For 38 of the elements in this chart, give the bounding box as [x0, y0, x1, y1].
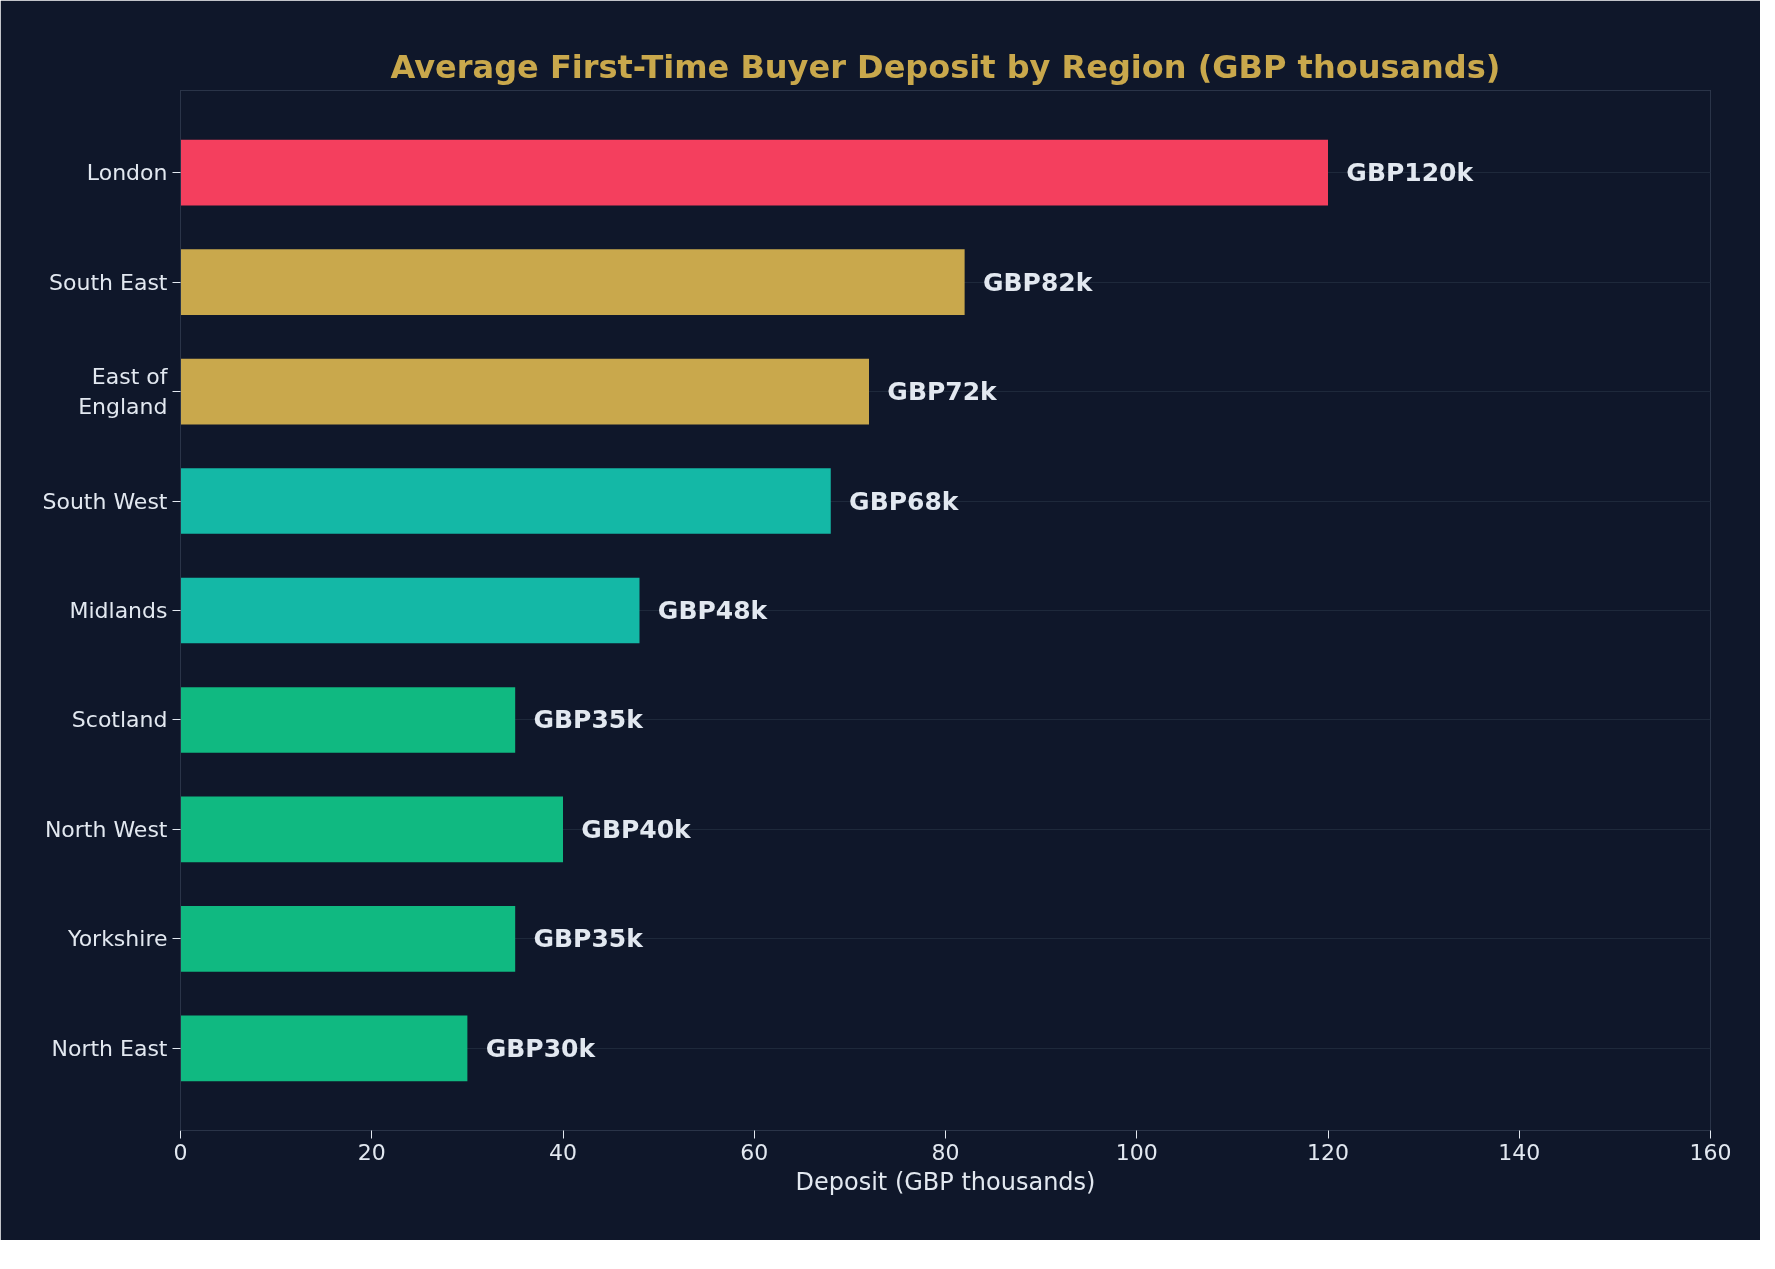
bar	[180, 1015, 468, 1082]
x-tick-label: 0	[173, 1139, 188, 1165]
x-tick-label: 80	[931, 1139, 960, 1165]
y-tick-label: Yorkshire	[67, 926, 168, 952]
bar	[180, 468, 831, 534]
x-tick-label: 20	[357, 1139, 386, 1165]
x-tick-label: 40	[549, 1139, 577, 1165]
data-label: GBP35k	[533, 924, 645, 954]
data-label: GBP82k	[982, 267, 1094, 297]
bar	[180, 687, 516, 753]
bar	[180, 577, 640, 644]
bar	[180, 796, 563, 863]
x-tick-label: 60	[740, 1139, 769, 1165]
x-axis-title: Deposit (GBP thousands)	[795, 1167, 1096, 1196]
data-label: GBP30k	[485, 1033, 597, 1063]
data-label: GBP40k	[581, 814, 693, 844]
data-label: GBP35k	[533, 705, 645, 735]
bar	[180, 249, 965, 315]
x-tick-label: 160	[1689, 1139, 1732, 1165]
chart-title: Average First-Time Buyer Deposit by Region (GBP thousands)	[390, 47, 1501, 86]
bar	[180, 906, 516, 972]
y-tick-label: Scotland	[71, 707, 168, 733]
y-tick-label: London	[86, 160, 168, 186]
data-label: GBP120k	[1346, 158, 1475, 188]
y-tick-label: North East	[51, 1035, 168, 1061]
x-tick-label: 140	[1498, 1139, 1541, 1165]
y-tick-label: South East	[49, 269, 168, 295]
y-tick-label: Midlands	[69, 598, 168, 623]
data-label: GBP68k	[849, 486, 960, 516]
x-tick-label: 120	[1307, 1139, 1349, 1165]
data-label: GBP72k	[887, 377, 999, 407]
y-tick-label: North West	[44, 816, 168, 842]
y-tick-label: East of England	[78, 364, 169, 420]
bar	[180, 358, 869, 425]
y-tick-label: South West	[42, 488, 168, 514]
bar	[180, 139, 1328, 206]
x-tick-label: 100	[1115, 1139, 1158, 1165]
data-label: GBP48k	[657, 596, 769, 625]
